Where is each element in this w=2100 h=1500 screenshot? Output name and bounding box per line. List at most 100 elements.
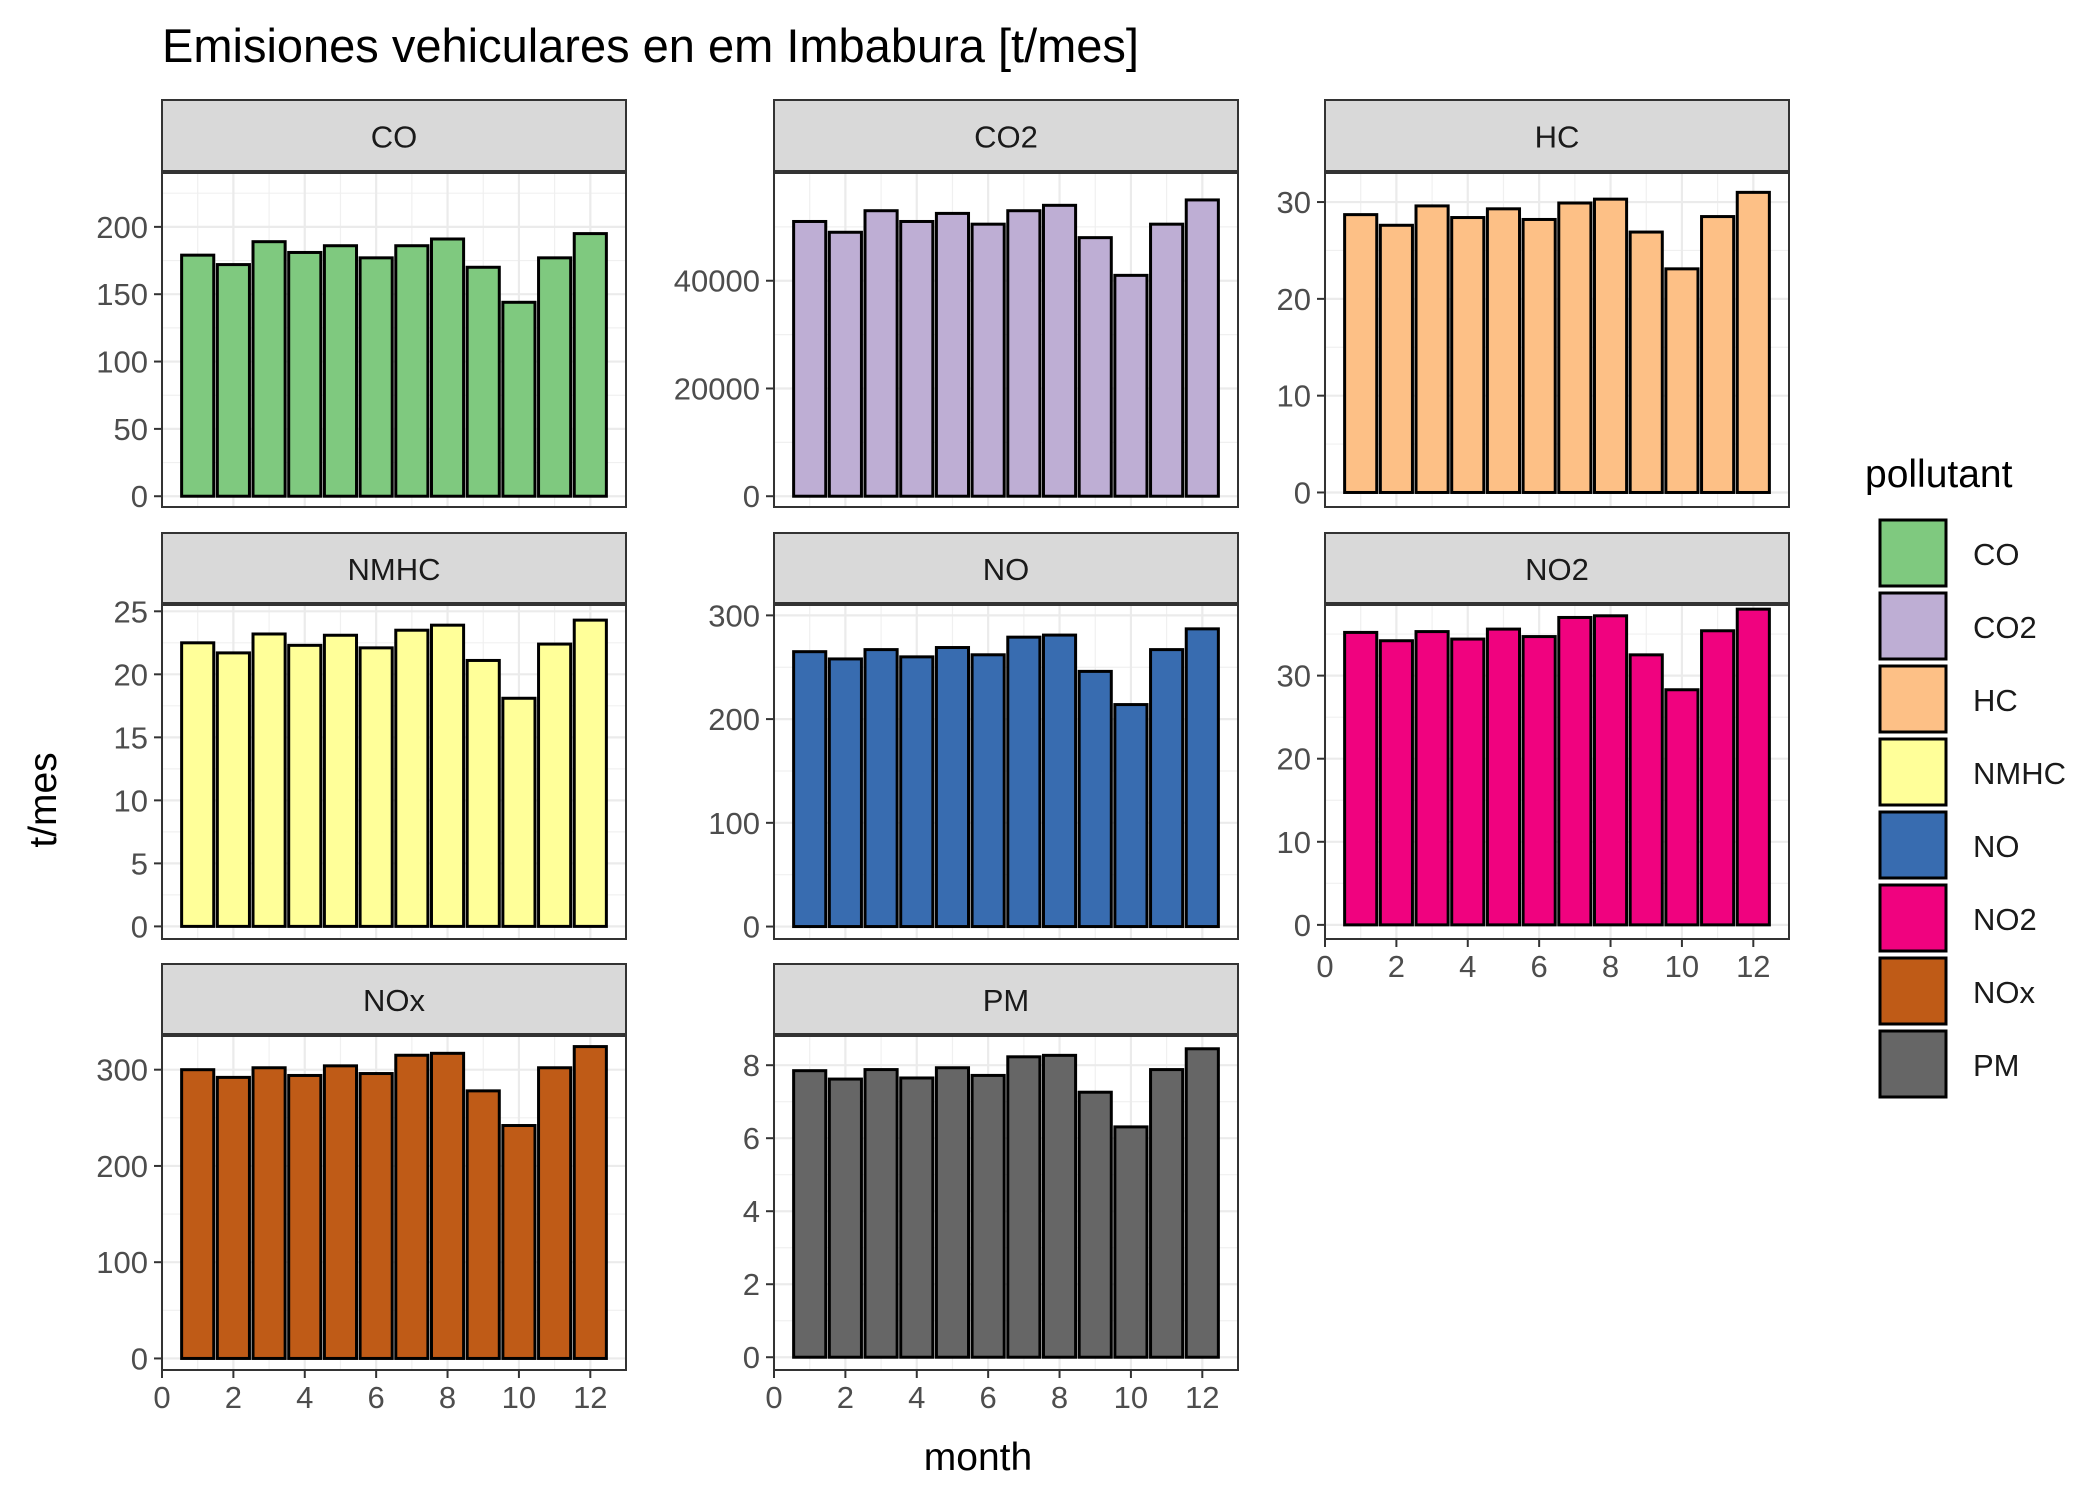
y-tick-label: 2 — [743, 1267, 760, 1302]
facet-pm: PM 0 2 4 6 8 0 2 4 6 8 10 12 — [743, 963, 1239, 1415]
panel-border — [161, 604, 627, 940]
x-tick-label: 8 — [1602, 949, 1619, 984]
bar-nmhc-month-7 — [394, 628, 430, 928]
bar-co2-month-11 — [1149, 222, 1185, 498]
facet-strip-label-nmhc: NMHC — [348, 552, 441, 587]
x-tick-label: 6 — [368, 1380, 385, 1415]
bar-co-month-12 — [572, 232, 608, 498]
facet-strip-hc — [1324, 99, 1790, 172]
x-tick-label: 12 — [1736, 949, 1770, 984]
y-tick-label: 20000 — [674, 371, 760, 406]
bar-co2-month-12 — [1184, 198, 1220, 498]
y-axis-co: 0 50 100 150 200 — [96, 210, 162, 514]
legend-item-nox: NOx — [1878, 956, 2036, 1026]
bar-no2-month-1 — [1343, 630, 1379, 927]
facet-co: CO 0 50 100 150 200 — [96, 99, 627, 514]
legend-item-pm: PM — [1878, 1029, 2020, 1099]
bar-no2-month-7 — [1557, 615, 1593, 927]
bar-hc-month-8 — [1592, 197, 1629, 494]
legend-swatch-pm — [1878, 1029, 1948, 1099]
bar-co-month-5 — [322, 244, 359, 498]
legend-label-co2: CO2 — [1973, 610, 2037, 645]
bar-nmhc-month-10 — [501, 696, 537, 928]
panel-border — [1324, 172, 1790, 508]
legend-label-nmhc: NMHC — [1973, 756, 2066, 791]
legend-label-pm: PM — [1973, 1048, 2020, 1083]
x-tick-label: 4 — [908, 1380, 925, 1415]
y-tick-label: 100 — [96, 345, 148, 380]
x-tick-label: 2 — [837, 1380, 854, 1415]
bar-no-month-4 — [899, 655, 935, 929]
bar-no2-month-5 — [1485, 627, 1522, 927]
bar-pm-month-11 — [1149, 1068, 1185, 1359]
bar-nmhc-month-6 — [358, 646, 394, 928]
facet-strip-label-no2: NO2 — [1525, 552, 1589, 587]
bar-nmhc-month-2 — [215, 651, 251, 928]
bar-co-month-10 — [501, 300, 537, 498]
bar-no-month-9 — [1077, 669, 1113, 929]
y-tick-label: 0 — [131, 1341, 148, 1376]
y-tick-label: 200 — [96, 210, 148, 245]
bar-hc-month-4 — [1450, 216, 1486, 494]
bar-pm-month-9 — [1077, 1090, 1113, 1359]
bars-nmhc — [180, 618, 608, 928]
y-tick-label: 30 — [1277, 659, 1311, 694]
legend-label-co: CO — [1973, 537, 2020, 572]
bar-co2-month-4 — [899, 219, 935, 498]
bar-pm-month-6 — [970, 1073, 1006, 1359]
facet-strip-nox — [161, 963, 627, 1035]
bar-nmhc-month-8 — [429, 623, 466, 928]
bar-nmhc-month-1 — [180, 641, 216, 928]
y-tick-label: 50 — [114, 412, 148, 447]
bar-no-month-1 — [792, 650, 828, 929]
y-tick-label: 6 — [743, 1121, 760, 1156]
facet-hc: HC 0 10 20 30 — [1277, 99, 1790, 510]
bar-no2-month-8 — [1592, 614, 1629, 927]
bar-no-month-8 — [1041, 633, 1078, 929]
y-tick-label: 10 — [114, 783, 148, 818]
y-tick-label: 300 — [708, 598, 760, 633]
bar-no2-month-3 — [1414, 630, 1450, 927]
bar-hc-month-10 — [1664, 267, 1700, 494]
y-tick-label: 20 — [1277, 282, 1311, 317]
bar-nox-month-1 — [180, 1068, 216, 1360]
bar-nox-month-12 — [572, 1045, 608, 1360]
bar-no-month-7 — [1006, 635, 1042, 929]
bar-nox-month-10 — [501, 1124, 537, 1360]
legend-item-co: CO — [1878, 518, 2020, 588]
bar-nox-month-3 — [251, 1066, 287, 1360]
x-tick-label: 10 — [502, 1380, 536, 1415]
facet-strip-no — [773, 532, 1239, 604]
facet-nox: NOx 0 100 200 300 0 2 4 6 8 10 12 — [96, 963, 627, 1415]
bar-co2-month-8 — [1041, 203, 1078, 498]
x-tick-label: 0 — [765, 1380, 782, 1415]
x-tick-label: 6 — [980, 1380, 997, 1415]
y-axis-no2: 0 10 20 30 — [1277, 659, 1325, 943]
facet-strip-label-no: NO — [983, 552, 1030, 587]
x-axis-label: month — [924, 1436, 1032, 1479]
bar-no-month-2 — [827, 657, 863, 929]
facet-nmhc: NMHC 0 5 10 15 20 25 — [114, 532, 627, 944]
bar-pm-month-10 — [1113, 1125, 1149, 1359]
bar-co2-month-3 — [863, 209, 899, 498]
bar-no2-month-12 — [1735, 607, 1771, 927]
legend-title: pollutant — [1865, 453, 2013, 496]
bar-pm-month-1 — [792, 1069, 828, 1359]
bar-hc-month-5 — [1485, 207, 1522, 494]
y-tick-label: 8 — [743, 1048, 760, 1083]
bar-nox-month-2 — [215, 1075, 251, 1360]
bar-hc-month-2 — [1378, 223, 1414, 494]
facet-strip-label-co: CO — [371, 120, 418, 155]
x-axis-nox: 0 2 4 6 8 10 12 — [153, 1370, 608, 1415]
legend-label-no: NO — [1973, 829, 2020, 864]
y-axis-pm: 0 2 4 6 8 — [743, 1048, 774, 1375]
bar-co-month-3 — [251, 240, 287, 498]
y-axis-label: t/mes — [22, 752, 65, 847]
bar-no2-month-2 — [1378, 639, 1414, 927]
y-tick-label: 5 — [131, 846, 148, 881]
bar-pm-month-5 — [934, 1066, 971, 1359]
y-tick-label: 0 — [1294, 475, 1311, 510]
bar-nmhc-month-3 — [251, 632, 287, 928]
facet-strip-co — [161, 99, 627, 172]
